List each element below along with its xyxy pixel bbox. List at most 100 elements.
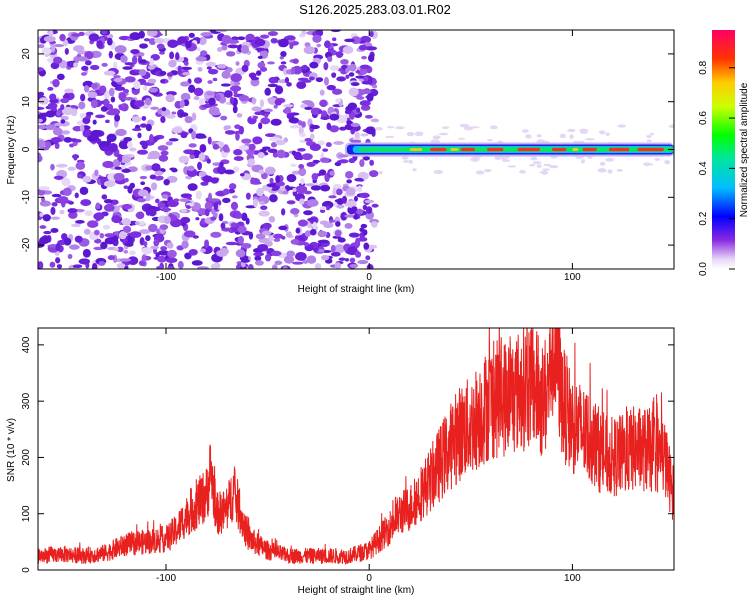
noise-blob bbox=[325, 205, 331, 211]
snr-x-label: Height of straight line (km) bbox=[298, 585, 415, 596]
noise-blob bbox=[78, 258, 91, 265]
noise-blob bbox=[39, 212, 44, 218]
noise-blob bbox=[224, 90, 233, 98]
noise-blob bbox=[328, 219, 336, 223]
noise-blob bbox=[139, 175, 148, 180]
noise-blob bbox=[197, 266, 209, 269]
y-tick-label: 20 bbox=[21, 48, 32, 60]
noise-blob bbox=[100, 241, 108, 250]
noise-blob bbox=[309, 143, 321, 152]
colorbar-label: Normalized spectral amplitude bbox=[739, 82, 750, 217]
noise-blob bbox=[84, 60, 92, 66]
noise-blob bbox=[262, 222, 272, 229]
noise-blob bbox=[295, 227, 301, 234]
noise-blob bbox=[252, 115, 259, 120]
noise-blob bbox=[303, 210, 313, 216]
noise-blob bbox=[304, 106, 313, 111]
noise-blob bbox=[38, 124, 47, 130]
snr-ticks: -100 0 100 0 100 200 300 400 bbox=[21, 328, 674, 584]
noise-blob bbox=[536, 134, 542, 138]
noise-blob bbox=[101, 62, 108, 67]
noise-blob bbox=[319, 157, 330, 163]
noise-blob bbox=[351, 206, 358, 212]
noise-blob bbox=[245, 192, 251, 200]
noise-blob bbox=[124, 177, 129, 183]
noise-blob bbox=[338, 257, 346, 261]
noise-blob bbox=[96, 138, 102, 145]
noise-blob bbox=[414, 131, 424, 137]
noise-blob bbox=[363, 242, 370, 250]
noise-blob bbox=[165, 94, 175, 103]
noise-blob bbox=[38, 106, 45, 111]
noise-blob bbox=[90, 99, 98, 109]
noise-blob bbox=[235, 249, 246, 258]
noise-blob bbox=[412, 168, 417, 172]
noise-blob bbox=[254, 38, 266, 47]
noise-blob bbox=[336, 76, 346, 82]
carrier-core bbox=[487, 147, 504, 152]
noise-blob bbox=[99, 85, 107, 94]
noise-blob bbox=[204, 239, 210, 249]
noise-blob bbox=[92, 119, 97, 125]
noise-blob bbox=[138, 229, 151, 235]
noise-blob bbox=[365, 255, 371, 261]
noise-blob bbox=[344, 38, 355, 43]
noise-blob bbox=[301, 121, 306, 128]
carrier-core bbox=[608, 147, 630, 152]
noise-blob bbox=[303, 242, 310, 247]
noise-blob bbox=[113, 172, 125, 181]
noise-blob bbox=[181, 240, 189, 249]
noise-blob bbox=[238, 95, 250, 102]
y-tick-label: -10 bbox=[21, 190, 32, 205]
noise-blob bbox=[235, 132, 240, 141]
noise-blob bbox=[290, 239, 300, 245]
noise-blob bbox=[360, 133, 369, 137]
noise-blob bbox=[135, 211, 145, 220]
noise-blob bbox=[129, 182, 136, 189]
noise-blob bbox=[314, 263, 322, 269]
noise-blob bbox=[295, 251, 307, 261]
noise-blob bbox=[141, 247, 153, 255]
noise-blob bbox=[119, 155, 132, 164]
noise-blob bbox=[161, 106, 167, 112]
noise-blob bbox=[369, 30, 374, 38]
noise-blob bbox=[49, 261, 56, 268]
noise-blob bbox=[350, 139, 362, 143]
noise-blob bbox=[312, 221, 318, 230]
noise-blob bbox=[141, 115, 147, 121]
noise-blob bbox=[251, 106, 262, 112]
noise-blob bbox=[215, 30, 228, 33]
noise-blob bbox=[91, 263, 98, 269]
noise-blob bbox=[50, 163, 55, 171]
noise-blob bbox=[353, 195, 358, 202]
noise-blob bbox=[212, 111, 222, 116]
noise-blob bbox=[224, 125, 232, 130]
noise-blob bbox=[102, 224, 111, 230]
noise-blob bbox=[269, 177, 274, 184]
noise-blob bbox=[62, 187, 72, 197]
noise-blob bbox=[365, 46, 378, 51]
noise-blob bbox=[206, 91, 216, 96]
noise-blob bbox=[309, 228, 317, 236]
noise-blob bbox=[270, 118, 282, 126]
noise-blob bbox=[38, 118, 43, 123]
noise-blob bbox=[180, 112, 189, 117]
noise-blob bbox=[70, 223, 80, 227]
noise-blob bbox=[307, 217, 317, 222]
noise-blob bbox=[567, 128, 576, 133]
noise-blob bbox=[106, 110, 119, 116]
noise-blob bbox=[330, 251, 341, 257]
noise-blob bbox=[323, 62, 329, 71]
noise-blob bbox=[143, 241, 148, 247]
noise-blob bbox=[317, 140, 325, 146]
noise-blob bbox=[198, 135, 207, 139]
noise-blob bbox=[340, 59, 349, 65]
snr-points bbox=[38, 344, 674, 556]
noise-blob bbox=[281, 235, 286, 240]
x-tick-label: 100 bbox=[564, 272, 581, 283]
noise-blob bbox=[156, 266, 163, 269]
noise-blob bbox=[580, 159, 586, 164]
noise-blob bbox=[158, 154, 169, 162]
noise-blob bbox=[76, 56, 89, 62]
noise-blob bbox=[137, 132, 142, 139]
